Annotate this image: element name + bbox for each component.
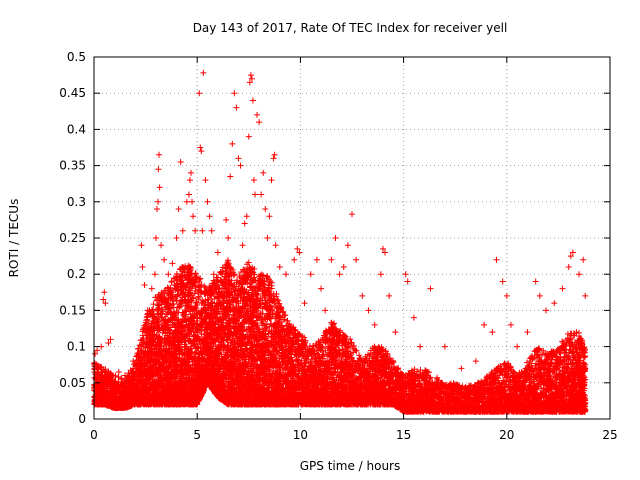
data-point-cloud [137,337,144,344]
data-point-cloud [104,383,111,390]
data-point-cloud [102,378,109,385]
data-point-cloud [135,346,142,353]
data-point-cloud [101,369,108,376]
data-point-cloud [107,397,114,404]
data-point-cloud [102,399,109,406]
data-point-cloud [112,378,119,385]
data-point-cloud [101,395,108,402]
data-point-cloud [112,383,119,390]
data-point-cloud [123,384,130,391]
grid-lines [94,57,610,419]
data-point-cloud [96,385,103,392]
data-point-cloud [117,381,124,388]
data-point-cloud [108,374,115,381]
data-point-cloud [94,363,101,370]
data-point-cloud [114,397,121,404]
data-point-cloud [139,348,146,355]
data-point-cloud [122,376,129,383]
data-point-cloud [108,389,115,396]
data-point-cloud [94,371,101,378]
data-point-cloud [127,396,134,403]
data-point-cloud [136,342,143,349]
data-point-cloud [136,361,143,368]
data-point-cloud [124,385,131,392]
data-point-cloud [113,390,120,397]
data-point-cloud [112,404,119,411]
data-point-cloud [130,368,137,375]
data-point-cloud [122,394,129,401]
data-point-cloud [102,366,109,373]
data-point-cloud [134,385,141,392]
data-point-cloud [116,402,123,409]
data-point-cloud [115,374,122,381]
data-points [91,69,589,415]
data-point-cloud [112,372,119,379]
data-point-cloud [94,371,101,378]
data-point-cloud [95,392,102,399]
data-point-cloud [105,372,112,379]
data-point-cloud [112,393,119,400]
data-point-cloud [96,397,103,404]
data-point-cloud [132,382,139,389]
chart-title: Day 143 of 2017, Rate Of TEC Index for r… [193,21,508,35]
data-point-cloud [106,401,113,408]
data-point-cloud [106,379,113,386]
data-point-cloud [150,301,157,308]
